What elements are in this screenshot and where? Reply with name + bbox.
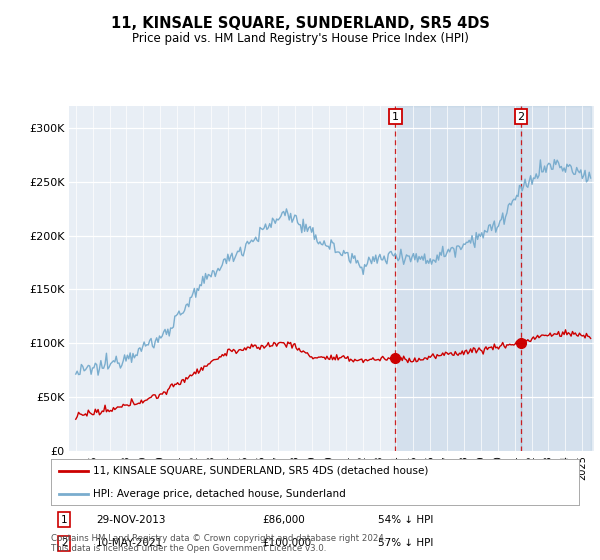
Text: 11, KINSALE SQUARE, SUNDERLAND, SR5 4DS (detached house): 11, KINSALE SQUARE, SUNDERLAND, SR5 4DS … — [93, 466, 428, 475]
Text: 2: 2 — [61, 538, 68, 548]
Text: 29-NOV-2013: 29-NOV-2013 — [96, 515, 166, 525]
Text: £100,000: £100,000 — [262, 538, 311, 548]
Bar — [395, 106, 521, 451]
Bar — [521, 106, 590, 451]
Text: £86,000: £86,000 — [262, 515, 305, 525]
Text: 1: 1 — [61, 515, 68, 525]
Text: Price paid vs. HM Land Registry's House Price Index (HPI): Price paid vs. HM Land Registry's House … — [131, 32, 469, 45]
Text: 1: 1 — [392, 111, 399, 122]
Text: 2: 2 — [517, 111, 524, 122]
Text: 10-MAY-2021: 10-MAY-2021 — [96, 538, 163, 548]
Text: 54% ↓ HPI: 54% ↓ HPI — [379, 515, 434, 525]
Text: 57% ↓ HPI: 57% ↓ HPI — [379, 538, 434, 548]
Text: Contains HM Land Registry data © Crown copyright and database right 2024.
This d: Contains HM Land Registry data © Crown c… — [51, 534, 386, 553]
Text: HPI: Average price, detached house, Sunderland: HPI: Average price, detached house, Sund… — [93, 489, 346, 498]
Text: 11, KINSALE SQUARE, SUNDERLAND, SR5 4DS: 11, KINSALE SQUARE, SUNDERLAND, SR5 4DS — [110, 16, 490, 31]
